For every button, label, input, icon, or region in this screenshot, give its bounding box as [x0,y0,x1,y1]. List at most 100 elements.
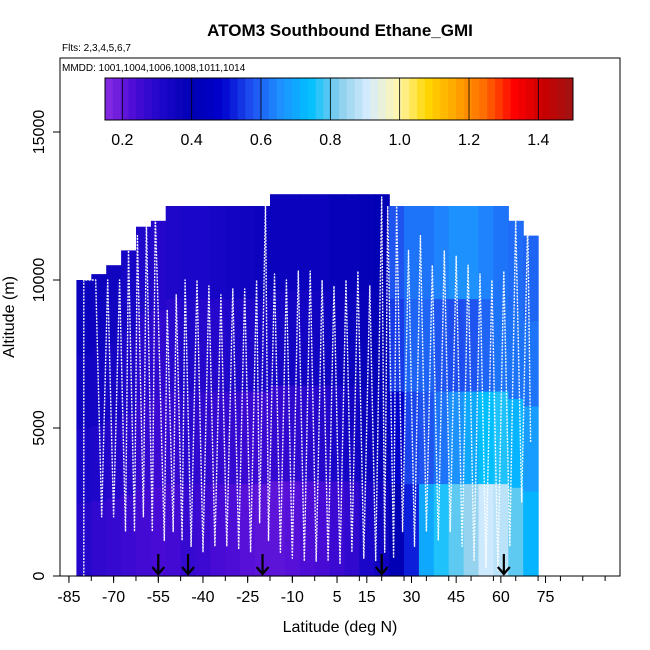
heatmap-cell [180,483,197,577]
heatmap-cell [463,483,480,577]
colorbar-segment [237,78,246,120]
colorbar-segment [378,78,387,120]
chart-title: ATOM3 Southbound Ethane_GMI [207,21,473,40]
colorbar-segment [331,78,340,120]
heatmap-cell [508,487,524,577]
colorbar-segment [510,78,519,120]
arrow-head [255,566,270,576]
colorbar-segment [105,78,114,120]
heatmap-cell [448,206,465,300]
x-tick-label: 5 [333,589,342,606]
heatmap-cell [121,413,137,496]
heatmap-cell [299,194,316,291]
heatmap-cell [448,483,465,577]
x-tick-label: -25 [236,589,259,606]
heatmap-cell [240,206,256,300]
heatmap-cell [225,298,241,392]
heatmap-cell [478,391,494,485]
heatmap-cell [463,206,480,300]
heatmap-cell [225,483,241,577]
colorbar-segment [245,78,254,120]
heatmap-cell [284,289,301,386]
colorbar-segment [190,78,200,120]
arrow-head [496,566,511,576]
heatmap-cell [433,391,450,485]
colorbar-tick-label: 0.6 [250,132,272,149]
heatmap-cell [523,490,539,577]
heatmap-cell [493,206,509,300]
heatmap-cell [91,500,107,577]
colorbar-segment [370,78,379,120]
heatmap-cell [448,391,465,485]
heatmap-cell [314,194,331,291]
colorbar-segment [300,78,309,120]
heatmap-cell [165,206,182,300]
colorbar-segment [323,78,332,120]
colorbar-segment [144,78,153,120]
heatmap-cell [270,480,286,577]
x-tick-label: -55 [147,589,170,606]
heatmap-cell [404,483,420,577]
colorbar-segment [432,78,441,120]
colorbar-segment [401,78,410,120]
plot-area [76,194,539,577]
heatmap-cell [91,349,107,426]
x-tick-label: -70 [102,589,125,606]
heatmap-cell [240,483,256,577]
heatmap-cell [389,298,405,392]
colorbar-segment [261,78,270,120]
heatmap-cell [299,385,316,482]
y-axis: 0 5000 10000 15000 [31,110,60,580]
heatmap-cell [314,385,331,482]
heatmap-cell [210,391,226,485]
colorbar-segment [339,78,348,120]
x-tick-label: 30 [403,589,421,606]
colorbar-segment [206,78,215,120]
colorbar-segment [315,78,324,120]
heatmap-cell [433,483,450,577]
heatmap-cell [210,206,226,300]
colorbar-segment [112,78,122,120]
colorbar-segment [253,78,262,120]
arrow-head [181,566,195,576]
heatmap-cell [299,289,316,386]
colorbar-segment [409,78,418,120]
heatmap-cell [493,391,509,485]
heatmap-cell [270,385,286,482]
heatmap-cell [523,320,539,407]
heatmap-cell [180,298,197,392]
colorbar-segment [541,78,551,120]
colorbar-segment [183,78,192,120]
x-tick-label: -10 [281,589,304,606]
colorbar-segment [417,78,426,120]
colorbar-segment [354,78,363,120]
y-axis-label: Altitude (m) [1,276,18,358]
arrow-head [151,566,166,576]
heatmap-cell [359,289,375,386]
heatmap-cell [508,309,524,399]
heatmap-cell [150,487,167,577]
heatmap-cell [136,488,152,577]
heatmap-cell [344,385,360,482]
heatmap-cell [195,206,211,300]
heatmap-cell [478,206,494,300]
colorbar-segment [128,78,137,120]
heatmap-cell [121,331,137,414]
colorbar-segment [346,78,356,120]
heatmap-cell [493,483,509,577]
colorbar-segment [487,78,496,120]
colorbar-segment [175,78,184,120]
colorbar-segment [424,78,434,120]
colorbar-segment [448,78,457,120]
heatmap-cell [404,206,420,300]
colorbar-segment [471,78,480,120]
heatmap-cell [433,298,450,392]
colorbar-segment [440,78,449,120]
heatmap-cell [180,206,197,300]
colorbar-segment [214,78,223,120]
colorbar-segment [479,78,488,120]
heatmap-cell [493,298,509,392]
colorbar-segment [276,78,285,120]
colorbar-segment [495,78,504,120]
colorbar-frame [104,77,574,121]
